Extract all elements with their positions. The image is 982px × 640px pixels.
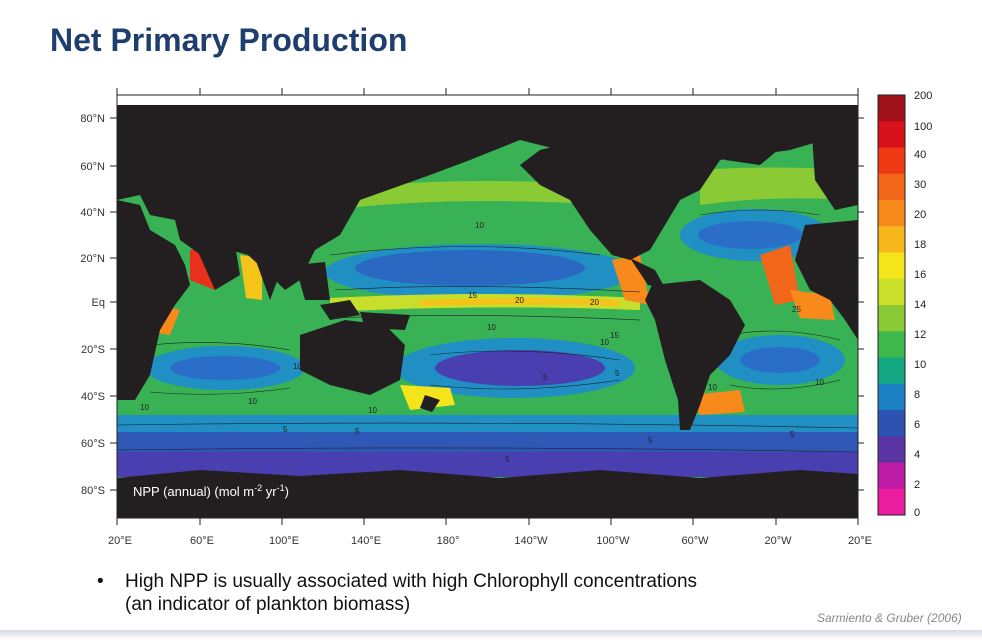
colorbar-tick: 30 [914, 179, 926, 191]
colorbar-tick: 0 [914, 507, 920, 519]
contour-label: 5 [790, 430, 795, 439]
map-legend-label: NPP (annual) (mol m-2 yr-1) [133, 483, 289, 499]
lat-label: 60°N [80, 161, 105, 173]
contour-label: 20 [515, 296, 524, 305]
colorbar-swatch [878, 200, 905, 227]
contour-label: 10 [368, 406, 377, 415]
lat-label: 80°N [80, 113, 105, 125]
contour-lines [117, 209, 858, 453]
contour-value-labels: 10 15 20 20 25 10 10 15 10 10 10 5 5 5 5… [140, 221, 824, 464]
lat-label: 20°N [80, 253, 105, 265]
bullet-line-1: High NPP is usually associated with high… [125, 571, 698, 592]
colorbar-swatch [878, 383, 905, 411]
citation: Sarmiento & Gruber (2006) [817, 611, 962, 625]
colorbar-swatch [878, 357, 905, 385]
colorbar-swatch [878, 331, 905, 358]
footer-rule [0, 630, 982, 640]
lon-label: 180° [437, 535, 460, 547]
colorbar-swatch [878, 173, 905, 201]
colorbar-tick: 8 [914, 389, 920, 401]
lat-label: 40°N [80, 207, 105, 219]
colorbar-swatch [878, 410, 905, 437]
contour-label: 5 [648, 436, 653, 445]
colorbar-tick: 10 [914, 359, 926, 371]
colorbar-ticks: 200 100 40 30 20 18 16 14 12 10 8 6 4 2 … [914, 90, 932, 519]
latitude-axis: 80°N 60°N 40°N 20°N Eq 20°S 40°S 60°S 80… [80, 113, 105, 497]
contour-label: 10 [600, 338, 609, 347]
lat-label: Eq [92, 297, 105, 309]
contour-label: 5 [283, 425, 288, 434]
longitude-axis: 20°E 60°E 100°E 140°E 180° 140°W 100°W 6… [108, 535, 872, 547]
colorbar-tick: 6 [914, 419, 920, 431]
colorbar-swatch [878, 305, 905, 332]
bullet-line-2: (an indicator of plankton biomass) [125, 594, 411, 615]
contour-label: 10 [487, 323, 496, 332]
colorbar-swatch [878, 488, 905, 516]
contour-label: 10 [815, 378, 824, 387]
colorbar-swatch [878, 462, 905, 490]
colorbar-swatch [878, 252, 905, 280]
colorbar-tick: 100 [914, 121, 932, 133]
bullet-dot: • [97, 571, 104, 592]
lat-ticks [110, 117, 864, 491]
colorbar-swatch [878, 436, 905, 463]
lon-label: 100°W [596, 535, 630, 547]
contour-label: 5 [543, 373, 548, 382]
lon-label: 140°W [514, 535, 548, 547]
colorbar-tick: 16 [914, 269, 926, 281]
colorbar-tick: 12 [914, 329, 926, 341]
contour-label: 10 [293, 362, 302, 371]
colorbar-tick: 20 [914, 209, 926, 221]
contour-label: 20 [590, 298, 599, 307]
contour-label: 10 [140, 403, 149, 412]
colorbar-tick: 18 [914, 239, 926, 251]
lat-label: 20°S [81, 344, 105, 356]
contour-label: 5 [615, 369, 620, 378]
lon-label: 100°E [269, 535, 299, 547]
colorbar-swatch [878, 95, 905, 122]
bullet-text: High NPP is usually associated with high… [125, 570, 697, 616]
lon-ticks [116, 88, 859, 525]
colorbar-swatch [878, 226, 905, 253]
lat-label: 60°S [81, 438, 105, 450]
slide-title: Net Primary Production [50, 22, 408, 58]
colorbar-swatch [878, 121, 905, 148]
contour-label: 5 [355, 427, 360, 436]
contour-label: 10 [248, 397, 257, 406]
colorbar-frame [877, 94, 906, 516]
contour-label: 10 [708, 383, 717, 392]
lon-label: 140°E [351, 535, 381, 547]
colorbar-swatch [878, 278, 905, 306]
colorbar-tick: 40 [914, 149, 926, 161]
contour-label: 25 [792, 305, 801, 314]
lat-label: 80°S [81, 485, 105, 497]
lon-label: 20°E [108, 535, 132, 547]
colorbar-tick: 4 [914, 449, 920, 461]
lon-label: 60°E [190, 535, 214, 547]
colorbar-swatch [878, 147, 905, 175]
map-body [117, 105, 858, 518]
colorbar-tick: 14 [914, 299, 926, 311]
contour-label: 10 [475, 221, 484, 230]
contour-label: 5 [505, 455, 510, 464]
map-frame [116, 94, 859, 519]
colorbar-tick: 2 [914, 479, 920, 491]
contour-label: 15 [610, 331, 619, 340]
colorbar-tick: 200 [914, 90, 932, 102]
lat-label: 40°S [81, 391, 105, 403]
lon-label: 60°W [681, 535, 709, 547]
lon-label: 20°E [848, 535, 872, 547]
lon-label: 20°W [764, 535, 792, 547]
colorbar [878, 95, 905, 516]
contour-label: 15 [468, 291, 477, 300]
